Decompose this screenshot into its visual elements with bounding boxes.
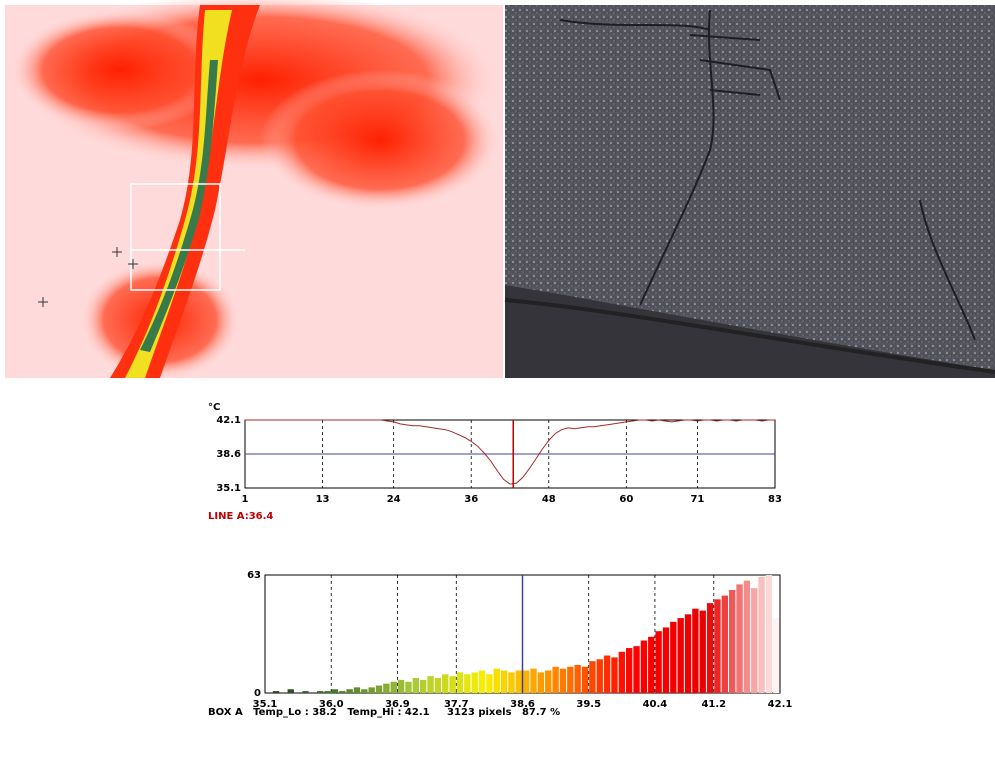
histogram-bar: [478, 670, 486, 693]
histogram-bar: [633, 646, 640, 693]
histogram-bar: [420, 679, 427, 693]
histogram-bar: [670, 621, 677, 693]
x-tick-label: 48: [542, 494, 556, 505]
histogram-bar: [751, 588, 758, 693]
histogram-bar: [464, 674, 471, 693]
histogram-bar: [765, 575, 773, 693]
histogram-bar: [574, 664, 581, 693]
histogram-bar: [523, 670, 530, 693]
histogram-bar: [449, 676, 456, 693]
y-tick-label: 0: [254, 688, 261, 699]
x-tick-label: 36: [464, 494, 478, 505]
histogram-bar: [493, 668, 500, 693]
histogram-bar: [662, 627, 670, 693]
histogram-bar: [640, 640, 648, 693]
histogram-bar: [324, 691, 331, 693]
histogram-bar: [581, 666, 589, 693]
histogram-bar: [287, 689, 294, 693]
x-tick-label: 37.7: [444, 699, 469, 710]
histogram: 0 63 35.1 36.0 36.9 37.7 38.6 39.5 40.4 41.2 42.1 B…: [208, 570, 792, 718]
histogram-bar: [537, 672, 545, 693]
histogram-bar: [383, 683, 390, 693]
histogram-bar: [412, 678, 419, 693]
histogram-bar: [368, 687, 375, 693]
histogram-bar: [714, 599, 721, 693]
histogram-bar: [721, 595, 728, 693]
histogram-bar: [743, 580, 751, 693]
histogram-bar: [272, 691, 280, 693]
histogram-bar: [559, 668, 567, 693]
histogram-bar: [773, 618, 780, 693]
histogram-bar: [486, 674, 493, 693]
x-tick-label: 40.4: [643, 699, 668, 710]
histogram-bar: [508, 672, 515, 693]
histogram-bar: [317, 691, 324, 693]
histogram-bar: [471, 672, 478, 693]
histogram-bar: [552, 666, 559, 693]
histogram-bar: [692, 608, 699, 693]
histogram-bar: [626, 648, 633, 693]
box-summary: BOX A Temp_Lo : 38.2 Temp_Hi : 42.1 3123…: [208, 707, 560, 718]
thermal-image: [5, 0, 503, 380]
histogram-bar: [530, 668, 537, 693]
histogram-bar: [515, 670, 522, 693]
x-tick-label: 13: [316, 494, 330, 505]
histogram-bar: [353, 687, 361, 693]
histogram-bar: [361, 689, 368, 693]
line-readout: LINE A:36.4: [208, 511, 273, 522]
y-tick-label: 42.1: [216, 415, 241, 426]
y-tick-label: 63: [247, 570, 261, 581]
histogram-bar: [302, 691, 309, 693]
histogram-bar: [346, 689, 353, 693]
histogram-bar: [684, 614, 692, 693]
histogram-bar: [397, 679, 405, 693]
histogram-bar: [567, 666, 574, 693]
histogram-bar: [596, 659, 603, 693]
histogram-bar: [736, 584, 743, 693]
histogram-bar: [500, 670, 508, 693]
histogram-bar: [405, 681, 412, 693]
histogram-bar: [618, 651, 625, 693]
histogram-bar: [375, 685, 383, 693]
histogram-bar: [648, 636, 655, 693]
histogram-bar: [390, 681, 397, 693]
histogram-bar: [603, 655, 611, 693]
histogram-bar: [442, 674, 449, 693]
histogram-bar: [655, 631, 662, 693]
y-tick-label: 35.1: [216, 483, 241, 494]
x-tick-label: 83: [768, 494, 782, 505]
y-axis-label: °C: [208, 402, 220, 413]
x-tick-label: 36.9: [385, 699, 410, 710]
x-tick-label: 60: [619, 494, 633, 505]
x-tick-label: 36.0: [319, 699, 344, 710]
histogram-bar: [729, 589, 736, 693]
histogram-bar: [434, 678, 442, 693]
x-tick-label: 24: [387, 494, 401, 505]
histogram-bar: [699, 610, 706, 693]
histogram-bar: [589, 661, 596, 693]
line-profile: 35.1 38.6 42.1 1 13 24 36 48 60 71 83 °C LINE A:36.4: [208, 402, 782, 522]
profile-line: [245, 419, 775, 485]
histogram-bar: [339, 691, 346, 693]
y-tick-label: 38.6: [216, 449, 241, 460]
x-tick-label: 39.5: [576, 699, 601, 710]
histogram-bar: [758, 576, 765, 693]
x-tick-label: 35.1: [253, 699, 278, 710]
x-tick-label: 38.6: [510, 699, 535, 710]
x-tick-label: 42.1: [768, 699, 793, 710]
histogram-bar: [331, 689, 339, 693]
histogram-bar: [456, 672, 464, 693]
photo-image: [504, 5, 995, 378]
x-tick-label: 41.2: [701, 699, 726, 710]
histogram-bar: [427, 676, 434, 693]
x-tick-label: 1: [242, 494, 249, 505]
x-tick-label: 71: [690, 494, 704, 505]
histogram-bar: [706, 603, 714, 693]
histogram-bar: [611, 657, 618, 693]
histogram-bar: [677, 618, 684, 693]
histogram-bar: [545, 670, 552, 693]
